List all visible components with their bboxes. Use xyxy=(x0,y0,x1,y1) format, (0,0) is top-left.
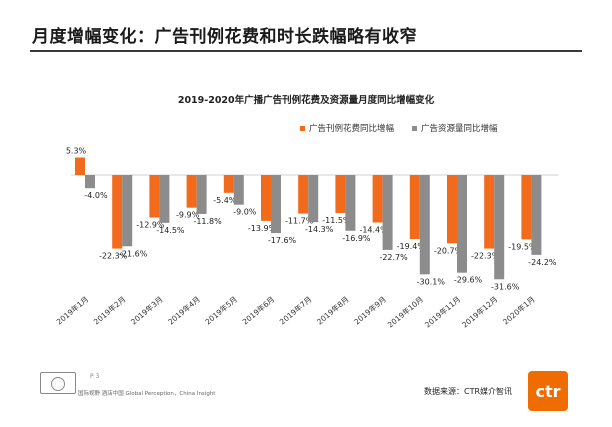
label-spend-2: -12.9% xyxy=(136,221,165,230)
label-spend-1: -22.3% xyxy=(99,252,128,261)
bar-spend-9 xyxy=(409,175,420,240)
label-spend-0: 5.3% xyxy=(66,147,87,156)
label-spend-10: -20.7% xyxy=(434,246,463,255)
chart-title: 2019-2020年广播广告刊例花费及资源量月度同比增幅变化 xyxy=(177,95,435,106)
category-label-8: 2019年9月 xyxy=(352,294,388,327)
label-volume-11: -31.6% xyxy=(491,282,520,291)
category-label-1: 2019年2月 xyxy=(91,294,127,327)
label-spend-9: -19.4% xyxy=(397,242,426,251)
legend-swatch-spend xyxy=(300,125,305,131)
category-label-11: 2019年12月 xyxy=(460,294,500,330)
label-spend-11: -22.3% xyxy=(471,252,500,261)
category-label-4: 2019年5月 xyxy=(203,294,239,327)
title-divider xyxy=(30,50,582,52)
bar-spend-7 xyxy=(335,175,346,213)
data-source: 数据来源：CTR媒介智讯 xyxy=(424,387,513,396)
label-volume-3: -11.8% xyxy=(193,217,222,226)
category-label-7: 2019年8月 xyxy=(314,294,350,327)
bar-volume-11 xyxy=(494,175,505,280)
label-volume-12: -24.2% xyxy=(528,258,557,267)
bar-spend-6 xyxy=(298,175,309,214)
bar-spend-3 xyxy=(186,175,197,208)
category-label-5: 2019年6月 xyxy=(240,294,276,327)
label-volume-9: -30.1% xyxy=(417,277,446,286)
category-label-9: 2019年10月 xyxy=(385,294,425,330)
label-volume-7: -16.9% xyxy=(342,234,371,243)
category-label-2: 2019年3月 xyxy=(128,294,164,327)
bar-spend-4 xyxy=(223,175,234,193)
bar-spend-12 xyxy=(521,175,532,240)
bar-spend-0 xyxy=(75,157,85,175)
bar-volume-10 xyxy=(457,175,467,273)
legend-label-volume: 广告资源量同比增幅 xyxy=(421,124,498,134)
label-volume-4: -9.0% xyxy=(233,208,257,217)
bar-spend-8 xyxy=(372,175,383,223)
label-spend-5: -13.9% xyxy=(248,224,277,233)
bar-volume-0 xyxy=(85,175,95,189)
category-label-10: 2019年11月 xyxy=(422,294,462,330)
category-label-3: 2019年4月 xyxy=(166,294,202,327)
label-spend-8: -14.4% xyxy=(359,226,388,235)
label-spend-6: -11.7% xyxy=(285,217,314,226)
label-spend-12: -19.5% xyxy=(508,242,537,251)
legend-label-spend: 广告刊例花费同比增幅 xyxy=(309,124,395,134)
label-volume-1: -21.6% xyxy=(119,249,148,258)
bar-volume-5 xyxy=(271,175,281,234)
bar-volume-6 xyxy=(308,175,319,223)
category-label-6: 2019年7月 xyxy=(277,294,313,327)
label-volume-10: -29.6% xyxy=(454,276,483,285)
bar-spend-5 xyxy=(261,175,271,221)
footer-logo-icon xyxy=(40,372,76,394)
bar-volume-12 xyxy=(531,175,542,255)
bar-volume-3 xyxy=(196,175,207,214)
label-spend-7: -11.5% xyxy=(322,216,351,225)
bar-volume-9 xyxy=(419,175,430,275)
legend-item-volume: 广告资源量同比增幅 xyxy=(412,122,498,134)
ctr-logo: ctr xyxy=(528,371,568,411)
bar-spend-11 xyxy=(484,175,495,249)
category-label-0: 2019年1月 xyxy=(54,294,90,327)
footer-tagline: 国际视野 酒店中国 Global Perception，China Insigh… xyxy=(78,391,216,397)
legend-swatch-volume xyxy=(412,125,418,131)
bar-spend-1 xyxy=(112,175,123,249)
label-spend-3: -9.9% xyxy=(176,211,200,220)
label-volume-8: -22.7% xyxy=(379,253,408,262)
bar-volume-4 xyxy=(233,175,244,205)
page-number: P 3 xyxy=(90,373,100,380)
label-volume-6: -14.3% xyxy=(305,225,334,234)
bar-volume-7 xyxy=(345,175,356,231)
chart-legend: 广告刊例花费同比增幅 广告资源量同比增幅 xyxy=(300,122,498,134)
bar-spend-2 xyxy=(149,175,160,218)
legend-item-spend: 广告刊例花费同比增幅 xyxy=(300,122,394,134)
label-volume-0: -4.0% xyxy=(84,191,108,200)
label-volume-5: -17.6% xyxy=(268,236,297,245)
label-spend-4: -5.4% xyxy=(213,196,237,205)
footer-logo-area xyxy=(40,372,76,394)
bar-volume-2 xyxy=(159,175,170,223)
label-volume-2: -14.5% xyxy=(156,226,185,235)
page-title: 月度增幅变化：广告刊例花费和时长跌幅略有收窄 xyxy=(32,27,417,47)
bar-volume-8 xyxy=(382,175,393,250)
bar-volume-1 xyxy=(122,175,133,247)
bar-spend-10 xyxy=(447,175,457,244)
category-label-12: 2020年1月 xyxy=(500,294,536,327)
